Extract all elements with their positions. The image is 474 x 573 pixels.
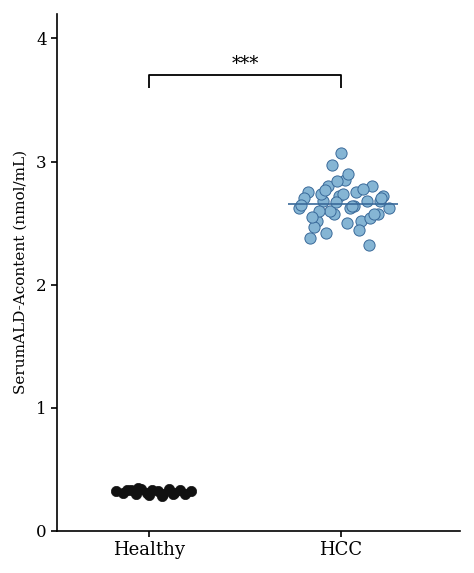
Point [123,485,131,494]
Point [326,206,334,215]
Point [145,490,153,500]
Point [385,204,392,213]
Point [348,201,356,210]
Point [337,148,345,158]
Point [315,206,323,215]
Point [143,488,151,497]
Point [308,213,316,222]
Point [295,204,303,213]
Point [350,201,358,210]
Point [112,486,119,496]
Point [345,169,352,178]
Point [304,188,312,197]
Point [365,241,373,250]
Point [339,189,346,198]
Point [158,492,165,501]
Point [319,197,327,206]
Point [356,226,363,235]
Point [160,489,167,499]
Point [132,489,140,499]
Point [154,486,162,496]
Point [357,216,365,225]
Point [310,222,318,231]
Point [182,489,189,499]
Point [127,485,134,494]
Point [370,210,378,219]
Point [301,194,308,203]
Point [171,488,178,497]
Point [341,175,348,185]
Point [297,200,305,209]
Point [332,198,339,207]
Point [176,485,184,494]
Point [346,204,354,213]
Point [313,216,321,225]
Point [325,182,332,191]
Point [374,210,382,219]
Point [149,485,156,494]
Point [187,486,195,496]
Point [352,188,360,197]
Point [336,191,343,201]
Point [165,484,173,493]
Point [169,489,176,499]
Point [363,197,371,206]
Point [330,210,337,219]
Point [328,160,336,170]
Point [321,185,328,194]
Point [134,483,142,492]
Point [138,484,146,493]
Text: ***: *** [231,55,259,73]
Point [368,182,376,191]
Point [323,228,330,237]
Point [378,194,385,203]
Point [306,233,314,242]
Point [376,197,383,206]
Point [343,218,350,227]
Point [379,191,387,201]
Point [366,214,374,223]
Point [317,189,325,198]
Y-axis label: SerumALD-Acontent (nmol/mL): SerumALD-Acontent (nmol/mL) [14,150,28,394]
Point [119,488,127,497]
Point [359,184,367,193]
Point [334,176,341,186]
